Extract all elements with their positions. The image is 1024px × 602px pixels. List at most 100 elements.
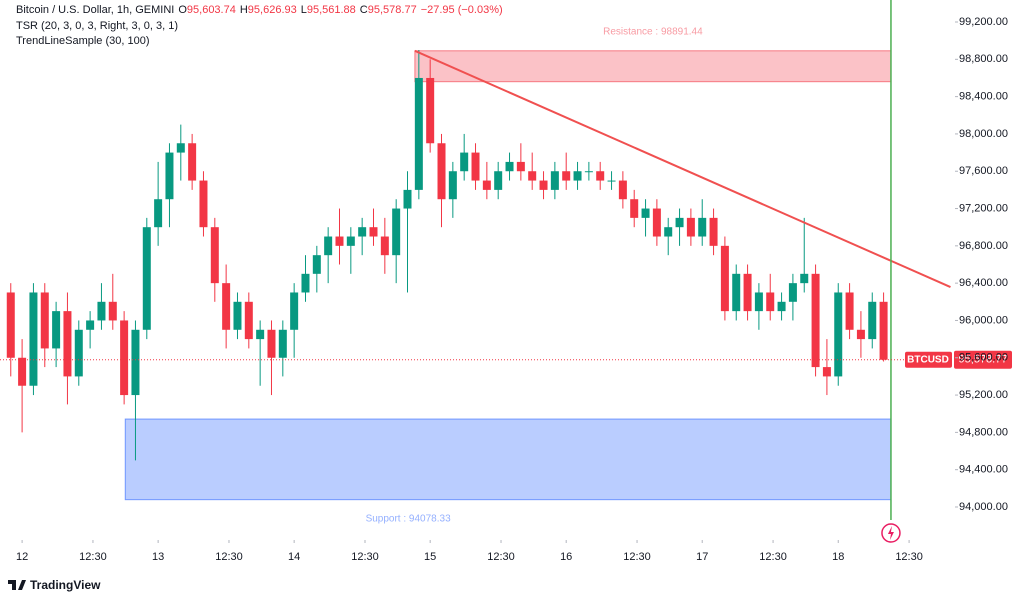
candle-body [74,329,83,377]
candle-body [233,301,242,330]
y-tick-label: 96,800.00 [959,240,1008,252]
candle-body [278,329,287,358]
x-tick-label: 12:30 [487,551,515,563]
candle-body [97,301,106,321]
candle-body [18,357,27,386]
y-tick-label: 94,000.00 [959,501,1008,513]
candle-body [312,255,321,274]
candle-body [834,292,843,377]
ohlc-value: 95,578.77 [368,4,417,16]
alert-bolt [887,526,894,540]
resistance-zone [414,50,892,83]
candle-body [675,217,684,228]
x-tick-label: 13 [152,551,164,563]
brand-label: TradingView [30,578,101,592]
candle-body [210,227,219,284]
candle-body [471,152,480,181]
candle-body [426,77,435,144]
candle-body [822,367,831,377]
candle-body [301,273,310,293]
candle-body [52,311,61,349]
candle-body [562,171,571,181]
x-tick-label: 17 [696,551,708,563]
candle-body [652,208,661,237]
candle-body [766,292,775,312]
candle-body [358,227,367,237]
candle-body [482,180,491,190]
candle-body [754,292,763,312]
x-tick-label: 12 [16,551,28,563]
candle-body [6,292,15,358]
candle-body [550,171,559,190]
candle-body [641,208,650,218]
candle-body [879,301,888,360]
ohlc-value: 95,603.74 [187,4,236,16]
candle-body [335,236,344,246]
x-tick-label: 15 [424,551,436,563]
candle-body [630,199,639,218]
candle-body [686,217,695,237]
price-label: 95,578.77 [959,354,1008,366]
brand-logo [8,580,26,590]
x-tick-label: 16 [560,551,572,563]
candle-body [324,236,333,256]
y-tick-label: 96,000.00 [959,314,1008,326]
candle-body [607,180,616,182]
x-tick-label: 18 [832,551,844,563]
y-tick-label: 95,600.00 [959,352,1008,364]
y-tick-label: 94,800.00 [959,426,1008,438]
candle-body [800,273,809,284]
candle-body [199,180,208,228]
candle-body [516,161,525,172]
indicator-label: TrendLineSample (30, 100) [16,35,150,47]
candle-body [369,227,378,237]
trendline [414,49,951,288]
candle-body [188,143,197,181]
candle-body [256,329,265,340]
candle-body [142,227,151,330]
symbol-label: BTCUSD [907,354,949,365]
candle-body [108,301,117,321]
candle-body [244,301,253,340]
x-tick-label: 12:30 [351,551,379,563]
y-tick-label: 97,200.00 [959,202,1008,214]
candle-body [777,301,786,312]
candle-body [868,301,877,340]
candle-body [176,143,185,153]
candle-body [29,292,38,386]
candle-body [290,292,299,330]
resistance-label: Resistance : 98891.44 [603,26,703,37]
candle-body [392,208,401,256]
candle-body [528,171,537,181]
x-tick-label: 12:30 [79,551,107,563]
x-tick-label: 12:30 [623,551,651,563]
candle-body [380,236,389,256]
x-tick-label: 12:30 [215,551,243,563]
candle-body [788,283,797,302]
candle-body [811,273,820,368]
x-tick-label: 12:30 [895,551,923,563]
candle-body [346,236,355,246]
y-tick-label: 94,400.00 [959,464,1008,476]
candle-body [584,171,593,173]
candle-body [86,320,95,330]
candle-body [437,143,446,200]
candle-body [720,245,729,312]
candle-body [856,329,865,340]
x-tick-label: 12:30 [759,551,787,563]
ohlc-key: L [301,4,307,16]
candle-body [267,329,276,358]
candle-body [618,180,627,200]
candle-body [40,292,49,349]
candle-body [165,152,174,200]
x-tick-label: 14 [288,551,300,563]
candle-body [494,171,503,190]
candle-body [732,273,741,312]
y-tick-label: 97,600.00 [959,165,1008,177]
change: −27.95 (−0.03%) [421,4,503,16]
y-tick-label: 98,000.00 [959,128,1008,140]
candle-body [698,217,707,237]
candle-body [222,283,231,330]
indicator-label: TSR (20, 3, 0, 3, Right, 3, 0, 3, 1) [16,20,178,32]
